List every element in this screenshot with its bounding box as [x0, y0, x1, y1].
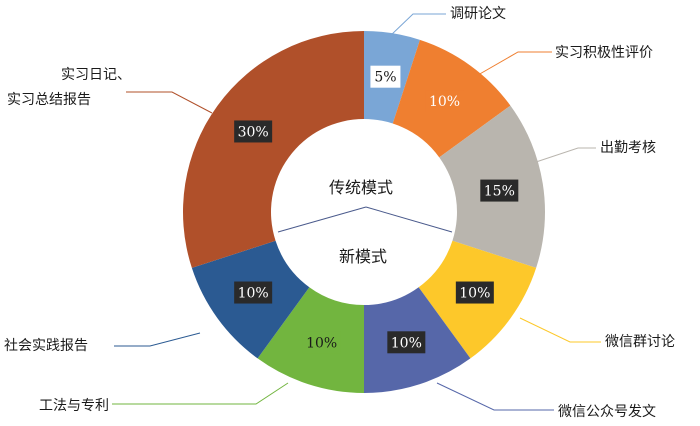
percent-label: 15%	[484, 184, 515, 200]
leader-line	[436, 382, 554, 411]
leader-line	[535, 147, 596, 163]
category-label: 调研论文	[450, 6, 506, 22]
percent-label: 10%	[306, 335, 337, 351]
category-label: 工法与专利	[39, 398, 109, 414]
percent-label: 10%	[429, 94, 460, 110]
category-label: 实习积极性评价	[555, 45, 653, 61]
center-label-new: 新模式	[339, 247, 387, 266]
leader-line	[126, 91, 213, 114]
category-label: 实习日记、	[61, 67, 131, 83]
leader-line	[477, 51, 552, 76]
center-divider	[365, 206, 453, 233]
center-divider	[277, 206, 367, 233]
percent-label-box	[302, 331, 341, 354]
donut-slice	[182, 31, 364, 268]
donut-slices	[182, 31, 545, 393]
percent-label: 10%	[238, 286, 269, 302]
percent-label-box	[370, 65, 401, 88]
percent-label-box	[480, 179, 519, 202]
leader-line	[388, 13, 446, 38]
category-label: 实习总结报告	[7, 92, 91, 108]
percent-label-box	[455, 281, 494, 304]
percent-labels: 5% 10% 15% 10% 10% 10% 10% 30%	[234, 65, 519, 354]
percent-label-box	[425, 90, 464, 113]
category-label: 出勤考核	[600, 140, 656, 156]
percent-label-box	[234, 120, 273, 143]
leader-lines	[112, 13, 601, 411]
leader-line	[114, 332, 201, 347]
percent-label: 10%	[391, 335, 422, 351]
category-label: 社会实践报告	[4, 338, 88, 354]
percent-label: 10%	[459, 286, 490, 302]
percent-label: 30%	[238, 124, 269, 140]
leader-line	[112, 382, 289, 405]
percent-label: 5%	[374, 70, 396, 86]
category-label: 微信群讨论	[605, 334, 675, 350]
percent-label-box	[234, 281, 273, 304]
category-label: 微信公众号发文	[558, 404, 656, 420]
percent-label-box	[387, 331, 426, 354]
center-label-traditional: 传统模式	[329, 178, 393, 197]
category-labels: 调研论文实习积极性评价出勤考核微信群讨论微信公众号发文工法与专利社会实践报告实习…	[4, 6, 675, 420]
leader-line	[519, 317, 601, 343]
